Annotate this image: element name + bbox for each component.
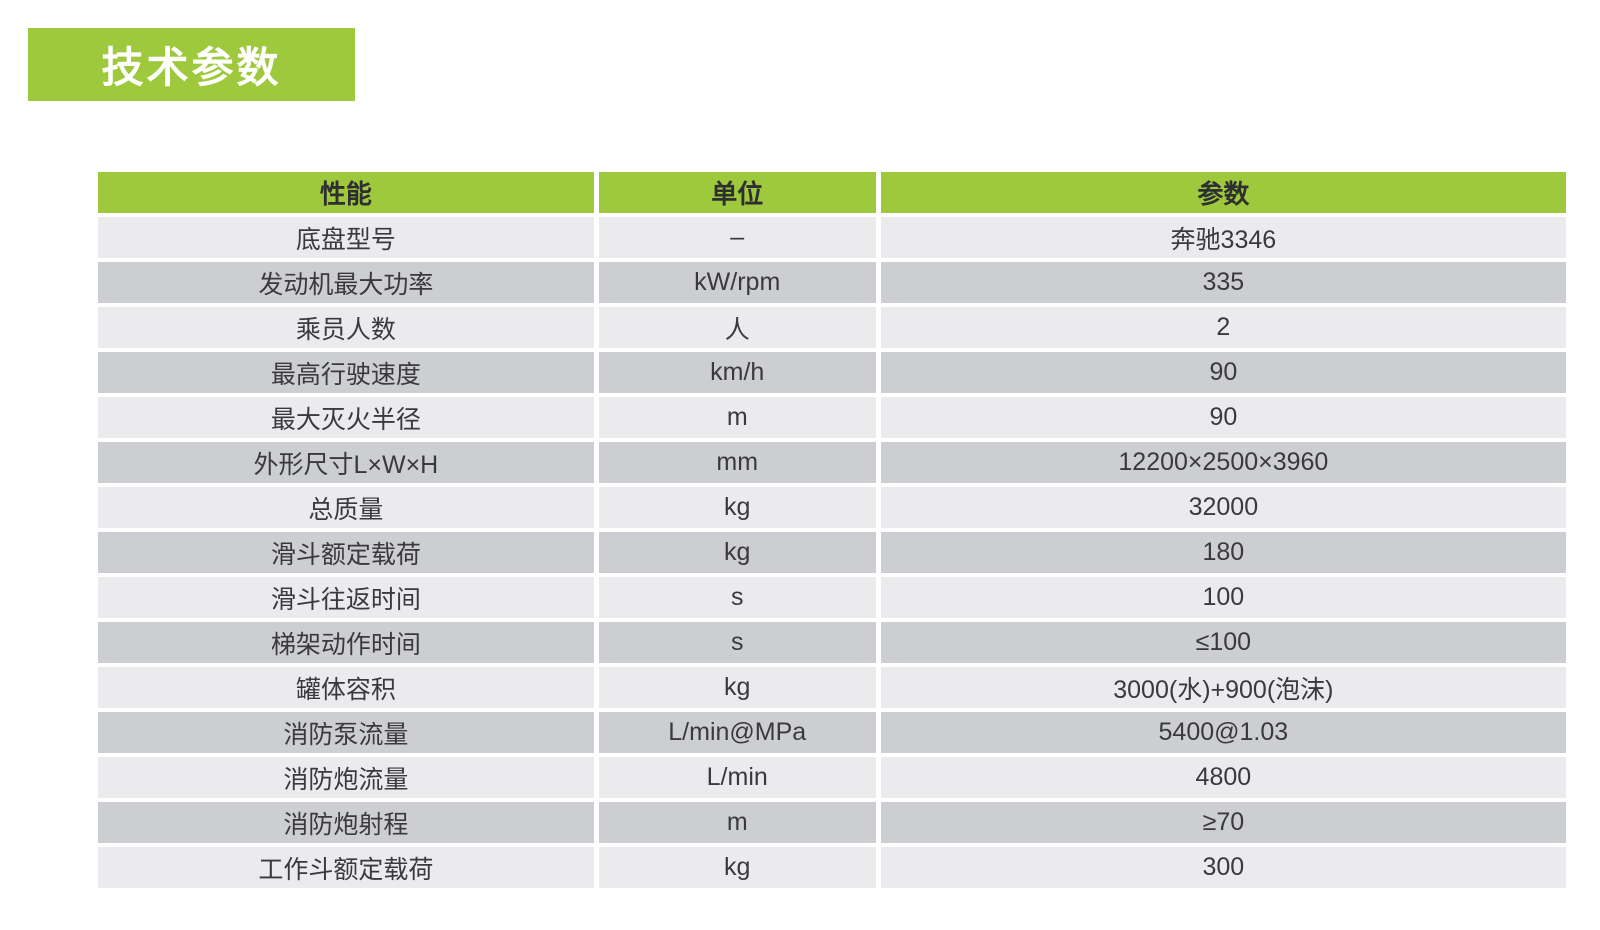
table-row: 梯架动作时间 s ≤100 xyxy=(98,622,1566,663)
table-row: 滑斗额定载荷 kg 180 xyxy=(98,532,1566,573)
header-parameter: 参数 xyxy=(880,172,1566,213)
value-cell: 5400@1.03 xyxy=(880,712,1566,753)
header-performance: 性能 xyxy=(98,172,594,213)
unit-cell: s xyxy=(598,622,876,663)
table-row: 工作斗额定载荷 kg 300 xyxy=(98,847,1566,888)
unit-cell: L/min xyxy=(598,757,876,798)
unit-cell: m xyxy=(598,802,876,843)
param-name-cell: 罐体容积 xyxy=(98,667,594,708)
value-cell: 32000 xyxy=(880,487,1566,528)
page-title: 技术参数 xyxy=(101,44,282,91)
value-cell: 300 xyxy=(880,847,1566,888)
param-name-cell: 滑斗往返时间 xyxy=(98,577,594,618)
param-name-cell: 总质量 xyxy=(98,487,594,528)
value-cell: 335 xyxy=(880,262,1566,303)
value-cell: 90 xyxy=(880,397,1566,438)
unit-cell: kg xyxy=(598,667,876,708)
value-cell: 12200×2500×3960 xyxy=(880,442,1566,483)
table-row: 罐体容积 kg 3000(水)+900(泡沫) xyxy=(98,667,1566,708)
table-row: 乘员人数人 2 xyxy=(98,307,1566,348)
unit-cell: kg xyxy=(598,847,876,888)
value-cell: 4800 xyxy=(880,757,1566,798)
unit-cell: kg xyxy=(598,532,876,573)
value-cell: 90 xyxy=(880,352,1566,393)
table-row: 总质量 kg 32000 xyxy=(98,487,1566,528)
value-cell: 3000(水)+900(泡沫) xyxy=(880,667,1566,708)
param-name-cell: 最高行驶速度 xyxy=(98,352,594,393)
param-name-cell: 消防泵流量 xyxy=(98,712,594,753)
param-name-cell: 外形尺寸L×W×H xyxy=(98,442,594,483)
table-row: 消防炮射程 m ≥70 xyxy=(98,802,1566,843)
value-cell: 2 xyxy=(880,307,1566,348)
value-cell: 180 xyxy=(880,532,1566,573)
param-name-cell: 消防炮流量 xyxy=(98,757,594,798)
param-name-cell: 底盘型号 xyxy=(98,217,594,258)
value-cell: ≤100 xyxy=(880,622,1566,663)
table-header: 性能 单位 参数 xyxy=(98,172,1566,213)
table-row: 滑斗往返时间 s 100 xyxy=(98,577,1566,618)
page-title-badge: 技术参数 xyxy=(28,28,355,101)
unit-cell: L/min@MPa xyxy=(598,712,876,753)
table-row: 底盘型号 – 奔驰3346 xyxy=(98,217,1566,258)
unit-cell: km/h xyxy=(598,352,876,393)
table-body: 底盘型号 – 奔驰3346 发动机最大功率 kW/rpm 335 乘员人数人 2 最高行驶速度 k… xyxy=(98,217,1566,888)
table-header-row: 性能 单位 参数 xyxy=(98,172,1566,213)
unit-cell: m xyxy=(598,397,876,438)
unit-cell: 人 xyxy=(598,307,876,348)
value-cell: 100 xyxy=(880,577,1566,618)
unit-cell: – xyxy=(598,217,876,258)
table-row: 消防炮流量 L/min 4800 xyxy=(98,757,1566,798)
table-row: 外形尺寸L×W×H mm 12200×2500×3960 xyxy=(98,442,1566,483)
unit-cell: kW/rpm xyxy=(598,262,876,303)
spec-table-container: 性能 单位 参数 底盘型号 – 奔驰3346 发动机最大功率 kW/rpm 335 乘员人数… xyxy=(93,168,1571,892)
unit-cell: mm xyxy=(598,442,876,483)
unit-cell: s xyxy=(598,577,876,618)
param-name-cell: 消防炮射程 xyxy=(98,802,594,843)
value-cell: ≥70 xyxy=(880,802,1566,843)
spec-table: 性能 单位 参数 底盘型号 – 奔驰3346 发动机最大功率 kW/rpm 335 乘员人数… xyxy=(93,168,1571,892)
param-name-cell: 梯架动作时间 xyxy=(98,622,594,663)
table-row: 最大灭火半径 m 90 xyxy=(98,397,1566,438)
table-row: 最高行驶速度 km/h 90 xyxy=(98,352,1566,393)
param-name-cell: 最大灭火半径 xyxy=(98,397,594,438)
param-name-cell: 滑斗额定载荷 xyxy=(98,532,594,573)
table-row: 消防泵流量 L/min@MPa 5400@1.03 xyxy=(98,712,1566,753)
param-name-cell: 乘员人数 xyxy=(98,307,594,348)
param-name-cell: 工作斗额定载荷 xyxy=(98,847,594,888)
value-cell: 奔驰3346 xyxy=(880,217,1566,258)
unit-cell: kg xyxy=(598,487,876,528)
table-row: 发动机最大功率 kW/rpm 335 xyxy=(98,262,1566,303)
header-unit: 单位 xyxy=(598,172,876,213)
param-name-cell: 发动机最大功率 xyxy=(98,262,594,303)
